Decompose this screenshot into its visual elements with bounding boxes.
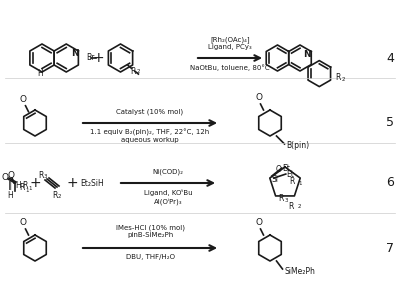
Text: 2: 2 xyxy=(136,69,140,74)
Text: H: H xyxy=(15,181,21,190)
Text: Ligand, KOᵗBu
Al(OⁱPr)₃: Ligand, KOᵗBu Al(OⁱPr)₃ xyxy=(144,189,192,205)
Text: 1: 1 xyxy=(298,181,302,185)
Text: +: + xyxy=(66,176,78,190)
Text: Et: Et xyxy=(282,164,290,173)
Text: 7: 7 xyxy=(386,242,394,255)
Text: O: O xyxy=(276,164,282,173)
Text: Ni(COD)₂: Ni(COD)₂ xyxy=(152,168,184,175)
Text: O: O xyxy=(20,95,27,104)
Text: 1: 1 xyxy=(25,187,28,192)
Text: +: + xyxy=(29,176,41,190)
Text: NaOtBu, toluene, 80°C: NaOtBu, toluene, 80°C xyxy=(190,64,270,71)
Text: 3: 3 xyxy=(284,198,288,203)
Text: R: R xyxy=(130,67,136,76)
Text: H: H xyxy=(37,69,43,79)
Text: 1.1 equiv B₂(pin)₂, THF, 22°C, 12h
aqueous workup: 1.1 equiv B₂(pin)₂, THF, 22°C, 12h aqueo… xyxy=(90,129,210,143)
Text: O: O xyxy=(2,173,8,181)
Text: R: R xyxy=(52,190,57,200)
Text: R: R xyxy=(278,194,284,203)
Text: Catalyst (10% mol): Catalyst (10% mol) xyxy=(116,109,184,115)
Text: R: R xyxy=(38,170,43,179)
Text: N: N xyxy=(72,49,79,58)
Text: IMes-HCl (10% mol)
pinB-SiMe₂Ph: IMes-HCl (10% mol) pinB-SiMe₂Ph xyxy=(116,225,184,238)
Text: N: N xyxy=(303,50,311,58)
Text: [Rh₂(OAc)₄]
Ligand, PCy₃: [Rh₂(OAc)₄] Ligand, PCy₃ xyxy=(208,36,252,50)
Text: H: H xyxy=(7,190,13,200)
Text: R: R xyxy=(289,202,294,211)
Text: O: O xyxy=(20,218,27,227)
Text: B(pin): B(pin) xyxy=(286,141,310,151)
Text: Br: Br xyxy=(86,54,94,62)
Text: 4: 4 xyxy=(386,52,394,65)
Text: +: + xyxy=(93,51,104,65)
Text: 2: 2 xyxy=(58,194,62,200)
Text: 3: 3 xyxy=(44,175,48,179)
Text: O: O xyxy=(255,218,262,227)
Text: ‖: ‖ xyxy=(8,181,12,190)
Text: DBU, THF/H₂O: DBU, THF/H₂O xyxy=(126,254,174,260)
Text: Si: Si xyxy=(272,175,279,183)
Text: 1: 1 xyxy=(28,185,32,190)
Text: 2: 2 xyxy=(341,77,345,82)
Text: R: R xyxy=(19,183,24,192)
Text: 5: 5 xyxy=(386,117,394,130)
Text: Et₂SiH: Et₂SiH xyxy=(80,179,104,187)
Text: R: R xyxy=(335,73,341,82)
Text: O: O xyxy=(8,170,15,179)
Text: 2: 2 xyxy=(298,204,301,209)
Text: SiMe₂Ph: SiMe₂Ph xyxy=(284,266,315,276)
Text: Et: Et xyxy=(286,170,294,179)
Text: R: R xyxy=(22,181,27,190)
Text: R: R xyxy=(289,177,294,185)
Text: O: O xyxy=(255,93,262,102)
Text: 6: 6 xyxy=(386,177,394,190)
